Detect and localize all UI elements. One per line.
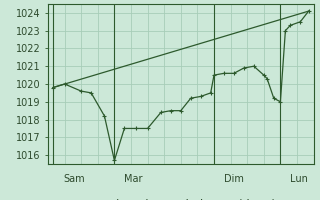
Text: Lun: Lun [290, 174, 308, 184]
Text: Mar: Mar [124, 174, 143, 184]
Text: Sam: Sam [63, 174, 84, 184]
Text: Pression niveau de la mer( hPa ): Pression niveau de la mer( hPa ) [85, 199, 276, 200]
Text: Dim: Dim [224, 174, 244, 184]
